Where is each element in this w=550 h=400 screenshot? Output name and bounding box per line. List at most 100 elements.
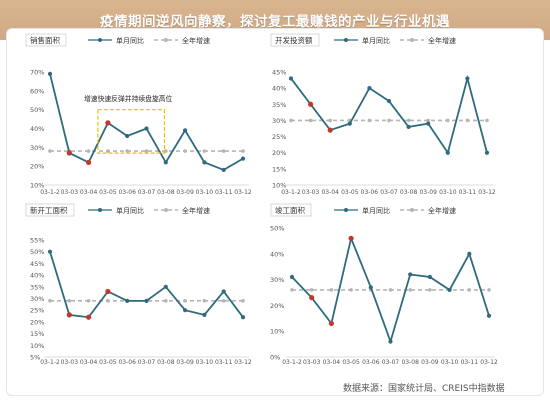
- y-tick-label: 20%: [30, 163, 44, 171]
- data-point-full-year: [290, 288, 294, 292]
- data-point-monthly: [347, 121, 352, 126]
- y-tick-label: 30%: [272, 117, 286, 125]
- data-point-monthly: [467, 251, 472, 256]
- data-point-monthly: [408, 272, 413, 277]
- x-tick-label: 03-12: [234, 189, 252, 196]
- y-tick-label: 10%: [270, 328, 284, 336]
- x-tick-label: 03-07: [138, 359, 156, 366]
- data-point-full-year: [387, 118, 391, 123]
- data-point-full-year: [164, 299, 168, 303]
- data-point-monthly: [386, 98, 392, 104]
- y-tick-label: 30%: [30, 295, 44, 303]
- data-point-full-year: [106, 299, 110, 303]
- data-point-monthly: [183, 128, 188, 133]
- y-tick-label: 20%: [272, 149, 286, 157]
- x-tick-label: 03-09: [419, 189, 437, 196]
- data-point-monthly: [183, 308, 188, 313]
- y-tick-label: 5%: [30, 354, 40, 362]
- data-point-full-year: [349, 288, 353, 292]
- y-tick-label: 15%: [272, 165, 286, 173]
- data-point-full-year: [125, 149, 129, 153]
- x-tick-label: 03-04: [80, 359, 98, 366]
- chart-panel: [6, 28, 544, 396]
- chart-title-box: [270, 203, 312, 217]
- x-tick-label: 03-09: [176, 359, 194, 366]
- x-tick-label: 03-05: [99, 359, 117, 366]
- data-point-monthly: [86, 159, 92, 165]
- x-tick-label: 03-10: [441, 359, 459, 366]
- series-line-monthly: [49, 73, 244, 171]
- data-point-monthly: [144, 126, 149, 131]
- x-tick-label: 03-11: [215, 189, 233, 196]
- chart-annotation: 增速快速反弹并持续盘旋高位: [84, 94, 173, 103]
- x-tick-label: 03-09: [176, 189, 194, 196]
- legend-swatch-marker: [410, 38, 414, 42]
- data-point-full-year: [48, 149, 52, 153]
- chart-title: 销售面积: [30, 35, 60, 45]
- data-point-full-year: [86, 299, 91, 303]
- y-tick-label: 60%: [30, 87, 44, 95]
- data-point-monthly: [445, 150, 450, 155]
- data-point-monthly: [86, 314, 92, 320]
- data-point-monthly: [163, 160, 168, 165]
- data-point-monthly: [202, 312, 207, 317]
- data-point-monthly: [47, 249, 53, 254]
- data-point-full-year: [67, 299, 72, 303]
- x-tick-label: 03-06: [362, 359, 380, 366]
- data-point-full-year: [241, 149, 245, 153]
- y-tick-label: 40%: [270, 250, 284, 258]
- data-point-full-year: [367, 118, 372, 123]
- data-point-monthly: [66, 150, 72, 156]
- legend-swatch-marker: [344, 208, 348, 212]
- legend-label: 单月同比: [362, 36, 390, 45]
- x-tick-label: 03-1-2: [282, 359, 302, 366]
- y-tick-label: 25%: [272, 133, 286, 141]
- data-point-monthly: [105, 120, 111, 126]
- x-tick-label: 03-10: [439, 189, 457, 196]
- data-point-full-year: [106, 149, 110, 153]
- data-point-full-year: [86, 149, 91, 153]
- data-point-monthly: [367, 86, 372, 91]
- y-tick-label: 45%: [30, 260, 44, 268]
- data-point-monthly: [327, 127, 333, 133]
- x-tick-label: 03-03: [302, 189, 320, 196]
- data-point-monthly: [328, 320, 334, 327]
- data-point-monthly: [221, 167, 226, 173]
- data-point-full-year: [446, 118, 450, 123]
- y-tick-label: 55%: [30, 237, 44, 245]
- x-tick-label: 03-07: [138, 189, 156, 196]
- x-tick-label: 03-1-2: [40, 189, 60, 196]
- x-tick-label: 03-05: [341, 189, 359, 196]
- series-line-monthly: [290, 74, 488, 155]
- chart-title: 开发投资额: [275, 35, 313, 45]
- x-tick-label: 03-12: [478, 189, 496, 196]
- x-tick-label: 03-1-2: [281, 189, 301, 196]
- data-point-monthly: [221, 289, 226, 294]
- data-point-monthly: [125, 133, 130, 139]
- y-tick-label: 35%: [272, 101, 286, 109]
- x-tick-label: 03-08: [400, 189, 418, 196]
- y-tick-label: 35%: [30, 283, 44, 291]
- y-tick-label: 50%: [270, 225, 284, 233]
- data-point-full-year: [221, 149, 226, 153]
- legend-swatch-marker: [98, 208, 102, 212]
- legend-swatch-marker: [164, 38, 168, 42]
- data-source-note: 数据来源：国家统计局、CREIS中指数据: [343, 384, 505, 394]
- data-point-full-year: [428, 288, 432, 292]
- x-tick-label: 03-07: [380, 189, 398, 196]
- data-point-monthly: [202, 160, 207, 165]
- data-point-monthly: [348, 235, 354, 241]
- series-line-monthly: [49, 251, 244, 319]
- y-tick-label: 25%: [30, 307, 44, 315]
- data-point-full-year: [485, 118, 489, 123]
- data-point-full-year: [388, 288, 393, 292]
- x-tick-label: 03-07: [382, 359, 400, 366]
- y-tick-label: 50%: [30, 248, 44, 256]
- chart-title-box: [25, 33, 67, 47]
- y-tick-label: 40%: [30, 125, 44, 133]
- legend-label: 全年增速: [428, 36, 456, 45]
- y-tick-label: 70%: [30, 69, 44, 77]
- data-point-full-year: [48, 299, 52, 303]
- data-point-monthly: [125, 298, 130, 303]
- x-tick-label: 03-11: [461, 359, 479, 366]
